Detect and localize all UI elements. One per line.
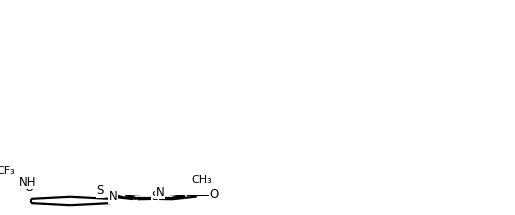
Text: O: O [24, 181, 33, 194]
Text: S: S [97, 184, 104, 197]
Text: S: S [151, 189, 159, 203]
Text: N: N [156, 186, 164, 199]
Text: O: O [210, 188, 219, 201]
Text: NH: NH [19, 176, 37, 189]
Text: CH₃: CH₃ [191, 175, 212, 185]
Text: CF₃: CF₃ [0, 166, 15, 176]
Text: N: N [109, 190, 118, 203]
